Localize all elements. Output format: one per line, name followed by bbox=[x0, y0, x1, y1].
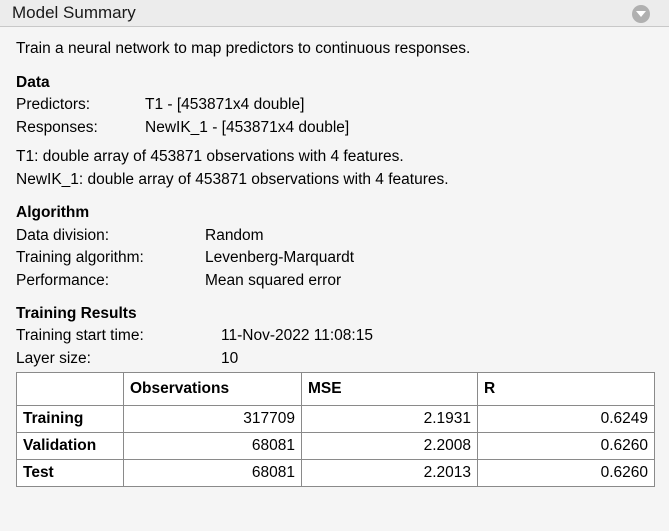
panel-title: Model Summary bbox=[12, 3, 136, 22]
data-division-value: Random bbox=[205, 227, 264, 244]
collapse-chevron-icon[interactable] bbox=[632, 5, 650, 23]
mse-cell: 2.2013 bbox=[301, 459, 478, 487]
responses-value: NewIK_1 - [453871x4 double] bbox=[145, 119, 350, 136]
training-start-time-label: Training start time: bbox=[16, 327, 144, 344]
table-row: Test 68081 2.2013 0.6260 bbox=[16, 459, 655, 487]
performance-value: Mean squared error bbox=[205, 272, 342, 289]
performance-label: Performance: bbox=[16, 272, 110, 289]
training-results-heading: Training Results bbox=[16, 305, 137, 322]
predictors-note: T1: double array of 453871 observations … bbox=[16, 148, 404, 165]
description-text: Train a neural network to map predictors… bbox=[16, 40, 471, 57]
row-name: Test bbox=[16, 459, 124, 487]
algorithm-heading: Algorithm bbox=[16, 204, 90, 221]
training-algorithm-label: Training algorithm: bbox=[16, 249, 144, 266]
data-division-label: Data division: bbox=[16, 227, 110, 244]
row-name: Validation bbox=[16, 432, 124, 460]
responses-note: NewIK_1: double array of 453871 observat… bbox=[16, 171, 449, 188]
observations-cell: 68081 bbox=[123, 459, 302, 487]
column-header-blank bbox=[16, 372, 124, 406]
panel-header[interactable]: Model Summary bbox=[0, 0, 669, 27]
r-cell: 0.6260 bbox=[477, 432, 655, 460]
responses-label: Responses: bbox=[16, 119, 98, 136]
table-row: Training 317709 2.1931 0.6249 bbox=[16, 405, 655, 433]
table-header-row: Observations MSE R bbox=[16, 372, 655, 406]
row-name: Training bbox=[16, 405, 124, 433]
training-start-time-value: 11-Nov-2022 11:08:15 bbox=[221, 327, 373, 344]
training-results-table: Observations MSE R Training 317709 2.193… bbox=[16, 372, 655, 487]
layer-size-label: Layer size: bbox=[16, 350, 91, 367]
predictors-value: T1 - [453871x4 double] bbox=[145, 96, 305, 113]
table-row: Validation 68081 2.2008 0.6260 bbox=[16, 432, 655, 460]
layer-size-value: 10 bbox=[221, 350, 239, 367]
column-header-r: R bbox=[477, 372, 655, 406]
r-cell: 0.6249 bbox=[477, 405, 655, 433]
r-cell: 0.6260 bbox=[477, 459, 655, 487]
observations-cell: 317709 bbox=[123, 405, 302, 433]
column-header-observations: Observations bbox=[123, 372, 302, 406]
data-heading: Data bbox=[16, 74, 50, 91]
mse-cell: 2.1931 bbox=[301, 405, 478, 433]
observations-cell: 68081 bbox=[123, 432, 302, 460]
predictors-label: Predictors: bbox=[16, 96, 91, 113]
mse-cell: 2.2008 bbox=[301, 432, 478, 460]
training-algorithm-value: Levenberg-Marquardt bbox=[205, 249, 355, 266]
column-header-mse: MSE bbox=[301, 372, 478, 406]
